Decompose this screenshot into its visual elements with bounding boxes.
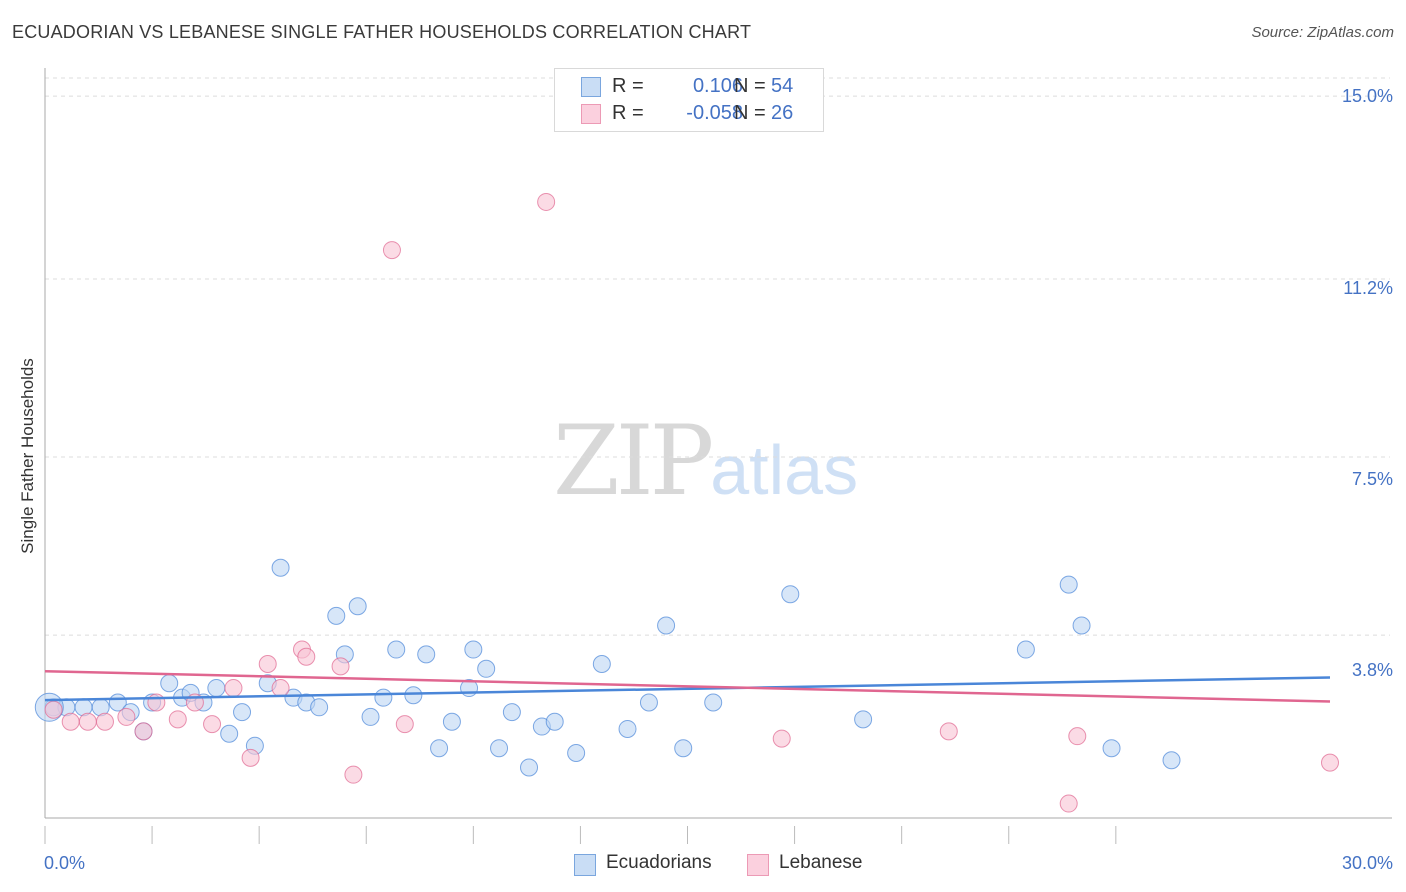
chart-title: ECUADORIAN VS LEBANESE SINGLE FATHER HOU… — [12, 22, 752, 42]
data-point — [258, 654, 277, 673]
watermark-atlas: atlas — [710, 431, 859, 509]
data-point — [203, 715, 222, 734]
data-point — [241, 748, 260, 767]
data-point — [477, 659, 496, 678]
data-point — [417, 645, 436, 664]
data-point — [1321, 753, 1339, 772]
data-point — [134, 722, 153, 741]
legend-label: Lebanese — [779, 852, 863, 873]
grid-lines — [45, 77, 1390, 636]
data-point — [395, 715, 414, 734]
data-point — [344, 765, 363, 784]
x-tick-label-max: 30.0% — [1341, 853, 1393, 873]
data-point — [331, 657, 350, 676]
data-point — [545, 712, 564, 731]
data-point — [224, 679, 243, 698]
data-point — [639, 693, 658, 712]
data-point — [220, 724, 239, 743]
data-point — [233, 703, 252, 722]
data-point — [361, 707, 380, 726]
n-value: 54 — [771, 75, 794, 97]
data-point — [327, 606, 346, 625]
data-point — [1016, 640, 1035, 659]
trend-lines — [44, 669, 1331, 703]
data-point — [490, 739, 509, 758]
data-point — [1162, 751, 1181, 770]
trend-line — [44, 669, 1331, 703]
data-point — [1072, 616, 1091, 635]
r-value: -0.058 — [686, 102, 743, 124]
r-label: R = — [612, 102, 644, 124]
data-point — [704, 693, 723, 712]
data-point — [1068, 727, 1087, 746]
data-point — [657, 616, 676, 635]
data-point — [854, 710, 873, 729]
data-point — [382, 241, 401, 260]
data-point — [520, 758, 539, 777]
data-point — [674, 739, 693, 758]
legend-label: Ecuadorians — [606, 852, 712, 873]
correlation-legend: R = 0.106 N = 54 R = -0.058 N = 26 — [554, 68, 824, 132]
data-point — [310, 698, 329, 717]
data-point — [404, 686, 423, 705]
watermark-zip: ZIP — [553, 405, 714, 517]
data-point — [537, 192, 556, 211]
data-point — [95, 712, 114, 731]
data-point — [78, 712, 97, 731]
y-tick-label: 7.5% — [1351, 469, 1393, 489]
y-tick-label: 11.2% — [1343, 278, 1393, 298]
y-tick-label: 15.0% — [1341, 86, 1393, 106]
data-point — [297, 647, 316, 666]
r-label: R = — [612, 75, 644, 97]
x-tick-label-min: 0.0% — [44, 853, 86, 873]
data-point — [168, 710, 187, 729]
y-axis-label: Single Father Households — [18, 358, 37, 554]
data-point — [160, 674, 179, 693]
data-point — [1059, 575, 1078, 594]
n-label: N = — [734, 102, 766, 124]
data-point — [502, 703, 521, 722]
data-point — [1059, 794, 1078, 813]
n-value: 26 — [771, 102, 794, 124]
data-point — [374, 688, 393, 707]
data-point — [207, 679, 226, 698]
data-point — [1102, 739, 1121, 758]
data-points — [34, 192, 1339, 813]
data-point — [271, 558, 290, 577]
data-point — [348, 597, 367, 616]
y-tick-label: 3.8% — [1351, 660, 1393, 680]
data-point — [567, 744, 586, 763]
data-point — [772, 729, 791, 748]
data-point — [592, 654, 611, 673]
data-point — [430, 739, 449, 758]
axes — [44, 68, 1392, 844]
n-label: N = — [734, 75, 766, 97]
data-point — [464, 640, 483, 659]
legend-swatch — [581, 104, 601, 124]
data-point — [117, 707, 136, 726]
data-point — [44, 700, 63, 719]
data-point — [781, 585, 800, 604]
r-value: 0.106 — [692, 75, 743, 97]
data-point — [387, 640, 406, 659]
watermark: ZIPatlas — [553, 405, 858, 517]
source-label: Source: ZipAtlas.com — [1251, 24, 1394, 41]
data-point — [147, 693, 166, 712]
legend-swatch — [574, 854, 596, 876]
data-point — [271, 679, 290, 698]
data-point — [61, 712, 80, 731]
data-point — [442, 712, 461, 731]
legend-swatch — [747, 854, 769, 876]
trend-line — [44, 676, 1331, 702]
data-point — [939, 722, 958, 741]
data-point — [618, 719, 637, 738]
legend-swatch — [581, 77, 601, 97]
